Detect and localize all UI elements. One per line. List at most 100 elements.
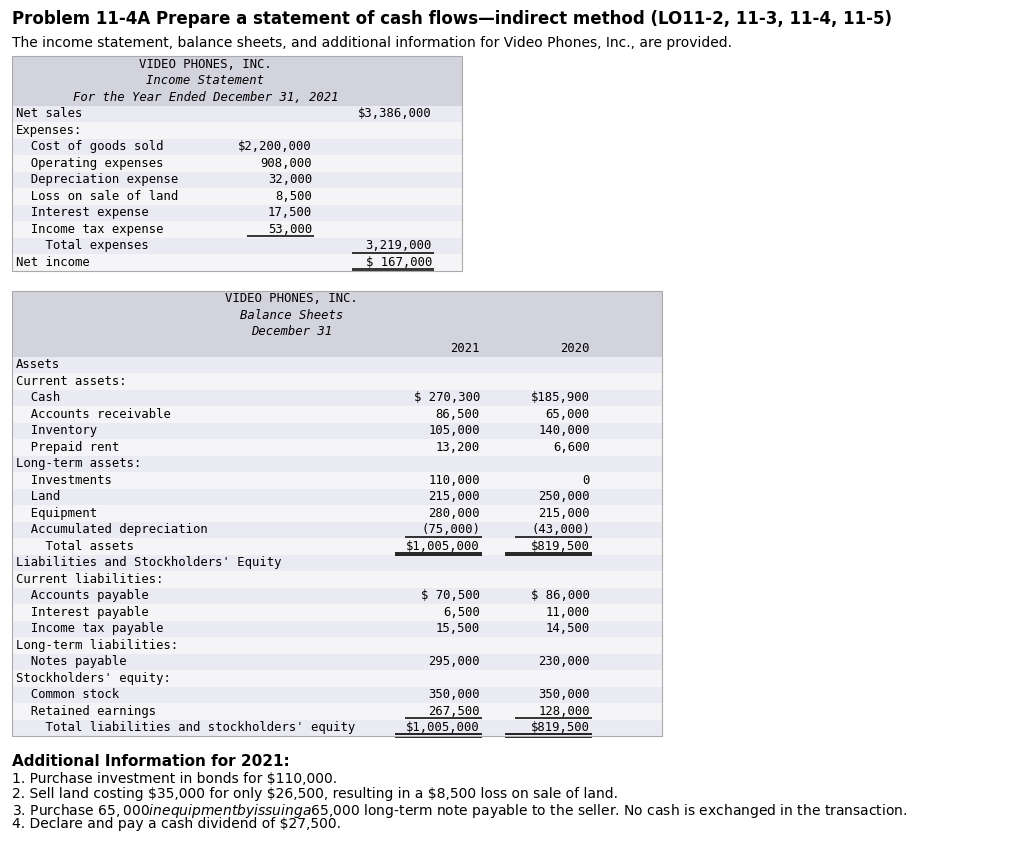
Text: 110,000: 110,000: [428, 474, 480, 487]
Text: Investments: Investments: [16, 474, 112, 487]
Bar: [12, 439, 662, 456]
Bar: [12, 291, 662, 736]
Bar: [12, 456, 662, 472]
Text: Problem 11-4A Prepare a statement of cash flows—indirect method (LO11-2, 11-3, 1: Problem 11-4A Prepare a statement of cas…: [12, 10, 892, 28]
Text: Operating expenses: Operating expenses: [16, 157, 164, 169]
Bar: [12, 56, 462, 106]
Text: $2,200,000: $2,200,000: [239, 140, 312, 153]
Text: Loss on sale of land: Loss on sale of land: [16, 190, 178, 203]
Bar: [12, 422, 662, 439]
Text: 3. Purchase $65,000 in equipment by issuing a $65,000 long-term note payable to : 3. Purchase $65,000 in equipment by issu…: [12, 802, 907, 820]
Text: 215,000: 215,000: [428, 490, 480, 503]
Text: 53,000: 53,000: [267, 223, 312, 236]
Text: (43,000): (43,000): [531, 523, 590, 537]
Bar: [12, 357, 662, 373]
Text: 128,000: 128,000: [539, 704, 590, 718]
Text: 15,500: 15,500: [436, 623, 480, 636]
Text: Net income: Net income: [16, 255, 90, 268]
Text: Total expenses: Total expenses: [16, 239, 148, 252]
Text: 350,000: 350,000: [539, 688, 590, 701]
Bar: [12, 237, 462, 254]
Text: 295,000: 295,000: [428, 655, 480, 668]
Text: 140,000: 140,000: [539, 424, 590, 437]
Text: $ 70,500: $ 70,500: [421, 589, 480, 602]
Bar: [12, 538, 662, 555]
Text: December 31: December 31: [251, 325, 332, 338]
Text: 8,500: 8,500: [275, 190, 312, 203]
Text: Additional Information for 2021:: Additional Information for 2021:: [12, 754, 290, 769]
Text: 280,000: 280,000: [428, 507, 480, 519]
Text: Income Statement: Income Statement: [146, 74, 264, 87]
Text: 105,000: 105,000: [428, 424, 480, 437]
Text: 908,000: 908,000: [260, 157, 312, 169]
Text: 230,000: 230,000: [539, 655, 590, 668]
Text: $819,500: $819,500: [531, 722, 590, 734]
Bar: [12, 654, 662, 670]
Text: 4. Declare and pay a cash dividend of $27,500.: 4. Declare and pay a cash dividend of $2…: [12, 817, 341, 831]
Text: $1,005,000: $1,005,000: [407, 540, 480, 553]
Text: 215,000: 215,000: [539, 507, 590, 519]
Text: Common stock: Common stock: [16, 688, 119, 701]
Text: Accounts receivable: Accounts receivable: [16, 408, 171, 421]
Bar: [12, 188, 462, 205]
Text: 2021: 2021: [451, 341, 480, 354]
Text: 250,000: 250,000: [539, 490, 590, 503]
Text: (75,000): (75,000): [421, 523, 480, 537]
Text: 1. Purchase investment in bonds for $110,000.: 1. Purchase investment in bonds for $110…: [12, 772, 337, 786]
Bar: [12, 621, 662, 637]
Text: Balance Sheets: Balance Sheets: [240, 309, 343, 322]
Text: Current liabilities:: Current liabilities:: [16, 573, 164, 586]
Text: $1,005,000: $1,005,000: [407, 722, 480, 734]
Bar: [12, 56, 462, 271]
Bar: [12, 205, 462, 221]
Text: Liabilities and Stockholders' Equity: Liabilities and Stockholders' Equity: [16, 556, 282, 569]
Text: Accounts payable: Accounts payable: [16, 589, 148, 602]
Text: $185,900: $185,900: [531, 391, 590, 404]
Text: For the Year Ended December 31, 2021: For the Year Ended December 31, 2021: [73, 91, 338, 104]
Text: 2020: 2020: [560, 341, 590, 354]
Text: 65,000: 65,000: [546, 408, 590, 421]
Bar: [12, 505, 662, 521]
Text: Total liabilities and stockholders' equity: Total liabilities and stockholders' equi…: [16, 722, 355, 734]
Text: Net sales: Net sales: [16, 108, 82, 120]
Bar: [12, 254, 462, 271]
Bar: [12, 472, 662, 488]
Bar: [12, 571, 662, 587]
Bar: [12, 406, 662, 422]
Text: Prepaid rent: Prepaid rent: [16, 440, 119, 454]
Text: Long-term assets:: Long-term assets:: [16, 458, 141, 470]
Bar: [12, 604, 662, 621]
Text: Income tax expense: Income tax expense: [16, 223, 164, 236]
Bar: [12, 555, 662, 571]
Text: 267,500: 267,500: [428, 704, 480, 718]
Text: 32,000: 32,000: [267, 173, 312, 187]
Bar: [12, 340, 662, 357]
Bar: [12, 373, 662, 390]
Text: 0: 0: [583, 474, 590, 487]
Text: Long-term liabilities:: Long-term liabilities:: [16, 639, 178, 652]
Text: $ 86,000: $ 86,000: [531, 589, 590, 602]
Bar: [12, 106, 462, 122]
Text: VIDEO PHONES, INC.: VIDEO PHONES, INC.: [139, 58, 272, 71]
Text: 13,200: 13,200: [436, 440, 480, 454]
Text: Current assets:: Current assets:: [16, 375, 127, 388]
Text: Retained earnings: Retained earnings: [16, 704, 156, 718]
Bar: [12, 291, 662, 340]
Text: Assets: Assets: [16, 359, 60, 372]
Text: 3,219,000: 3,219,000: [366, 239, 432, 252]
Text: Income tax payable: Income tax payable: [16, 623, 164, 636]
Text: Stockholders' equity:: Stockholders' equity:: [16, 672, 171, 685]
Bar: [12, 122, 462, 138]
Text: Equipment: Equipment: [16, 507, 97, 519]
Bar: [12, 390, 662, 406]
Text: 17,500: 17,500: [267, 206, 312, 219]
Text: Expenses:: Expenses:: [16, 124, 82, 137]
Text: $ 270,300: $ 270,300: [414, 391, 480, 404]
Bar: [12, 138, 462, 155]
Text: 6,600: 6,600: [553, 440, 590, 454]
Bar: [12, 221, 462, 237]
Text: Cash: Cash: [16, 391, 60, 404]
Text: 350,000: 350,000: [428, 688, 480, 701]
Bar: [12, 670, 662, 686]
Text: $3,386,000: $3,386,000: [358, 108, 432, 120]
